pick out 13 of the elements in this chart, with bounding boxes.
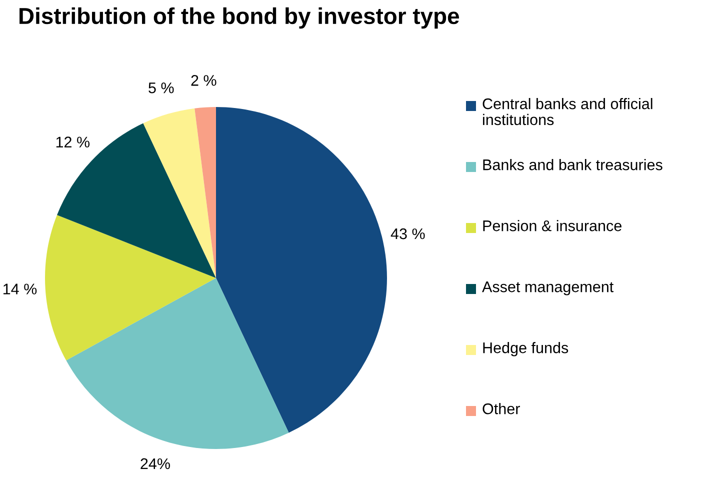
legend-label: Asset management (482, 282, 614, 296)
data-label: 43 % (390, 228, 425, 240)
chart-title: Distribution of the bond by investor type (20, 7, 459, 29)
legend-label: Banks and bank treasuries (483, 159, 662, 170)
data-label: 14 % (3, 284, 37, 294)
legend-label: Other (482, 403, 520, 414)
legend-label: Hedge funds (483, 342, 568, 356)
data-label: 5 % (148, 82, 174, 94)
data-label: 24% (140, 458, 170, 470)
data-label: 2 % (191, 75, 216, 86)
legend-label: Central banks and official institutions (482, 98, 652, 126)
legend-label: Pension & insurance (483, 220, 622, 232)
data-label: 12 % (56, 136, 90, 148)
